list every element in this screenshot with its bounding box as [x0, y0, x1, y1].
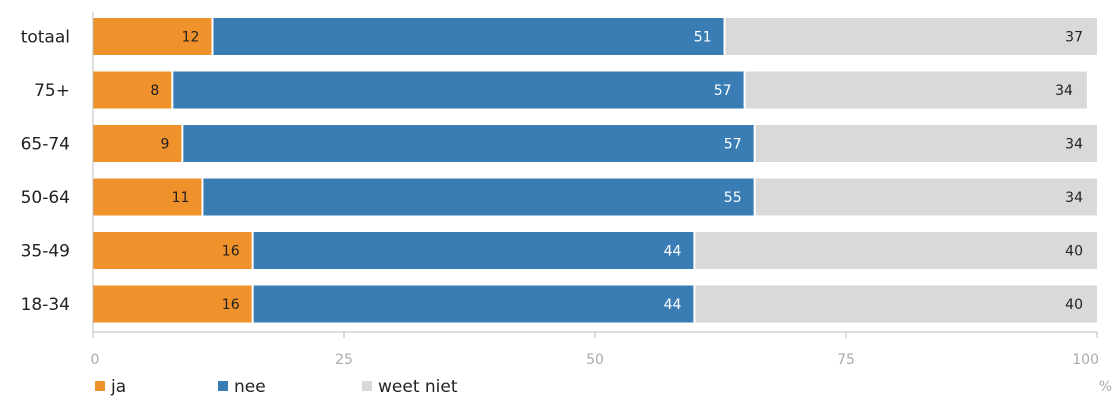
legend-label: ja	[110, 377, 126, 397]
x-tick-label: 100	[1072, 352, 1099, 368]
data-label: 12	[182, 30, 200, 46]
category-labels: totaal 75+ 65-74 50-64 35-49 18-34	[21, 28, 70, 316]
bars-layer: 12 51 37 8 57 34 9 57 34 11 55 34 16 44 40 16 44 40	[93, 18, 1097, 323]
bar-segment	[725, 18, 1097, 55]
data-label: 16	[222, 297, 240, 313]
category-label: 35-49	[21, 242, 70, 262]
data-label: 44	[664, 244, 682, 260]
bar-segment	[695, 285, 1097, 323]
category-label: 50-64	[21, 188, 70, 208]
bar-segment	[93, 71, 172, 109]
bar-segment	[203, 178, 754, 216]
legend: ja nee weet niet	[95, 377, 458, 397]
bar-segment	[93, 178, 202, 216]
x-tick-label: 25	[335, 352, 353, 368]
bar-segment	[745, 71, 1087, 109]
legend-swatch	[362, 381, 372, 391]
data-label: 44	[664, 297, 682, 313]
bar-segment	[93, 285, 252, 323]
data-label: 34	[1065, 137, 1083, 153]
category-label: 18-34	[21, 295, 70, 315]
data-label: 9	[160, 137, 169, 153]
bar-segment	[93, 232, 252, 269]
data-label: 34	[1055, 83, 1073, 99]
bar-segment	[253, 232, 694, 269]
data-label: 40	[1065, 244, 1083, 260]
x-axis: 0 25 50 75 100%	[91, 12, 1112, 395]
data-label: 34	[1065, 190, 1083, 206]
data-label: 16	[222, 244, 240, 260]
data-label: 57	[714, 83, 732, 99]
legend-label: nee	[234, 377, 266, 397]
bar-segment	[213, 18, 724, 55]
data-label: 8	[150, 83, 159, 99]
bar-segment	[755, 125, 1097, 162]
legend-swatch	[95, 381, 105, 391]
x-tick-label: 50	[586, 352, 604, 368]
bar-segment	[183, 125, 754, 162]
bar-segment	[93, 18, 212, 55]
bar-segment	[173, 71, 744, 109]
category-label: 65-74	[21, 135, 70, 155]
bar-segment	[93, 125, 182, 162]
bar-segment	[253, 285, 694, 323]
x-unit-label: %	[1099, 379, 1112, 395]
data-label: 37	[1065, 30, 1083, 46]
data-label: 40	[1065, 297, 1083, 313]
bar-segment	[755, 178, 1097, 216]
category-label: totaal	[21, 28, 70, 48]
data-label: 11	[172, 190, 190, 206]
x-tick-label: 75	[837, 352, 855, 368]
data-label: 51	[694, 30, 712, 46]
legend-label: weet niet	[378, 377, 458, 397]
data-label: 55	[724, 190, 742, 206]
legend-swatch	[218, 381, 228, 391]
data-label: 57	[724, 137, 742, 153]
bar-segment	[695, 232, 1097, 269]
x-tick-label: 0	[91, 352, 100, 368]
category-label: 75+	[34, 81, 70, 101]
